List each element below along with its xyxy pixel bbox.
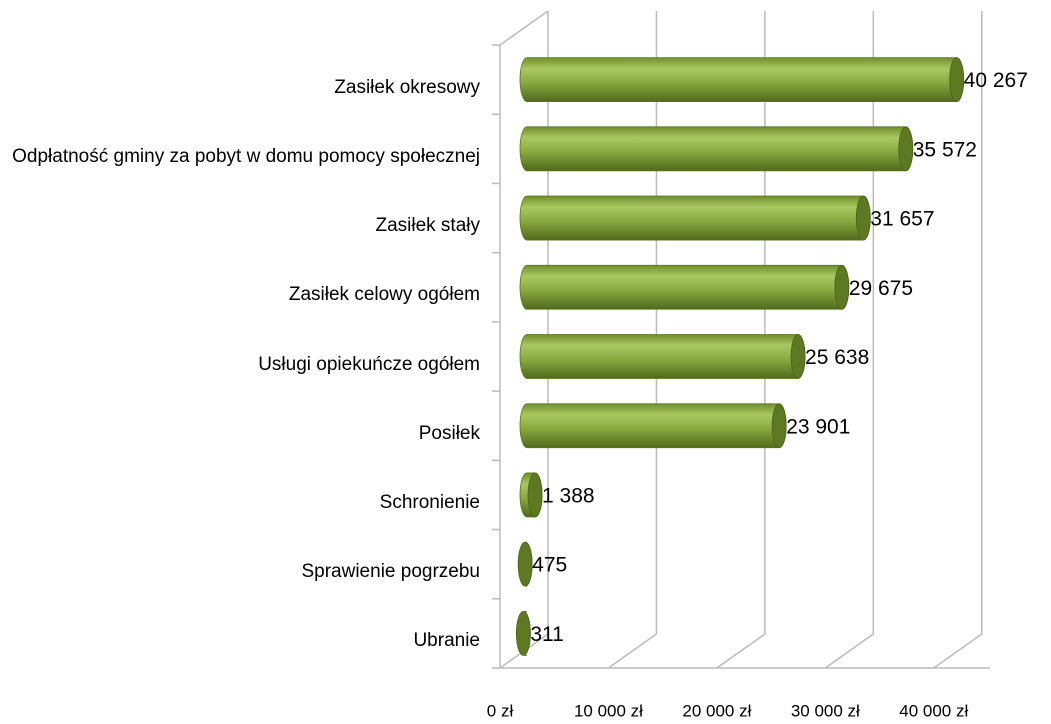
bar-cap xyxy=(771,403,787,449)
y-tick-label: Sprawienie pogrzebu xyxy=(301,561,480,583)
y-tick-label: Zasiłek stały xyxy=(375,215,480,237)
y-tick-label: Odpłatność gminy za pobyt w domu pomocy … xyxy=(12,145,480,167)
x-tick-label: 40 000 zł xyxy=(899,701,968,720)
y-tick-label: Schronienie xyxy=(379,491,480,513)
bar-cap xyxy=(898,126,914,172)
bar xyxy=(519,403,787,449)
bar-cap xyxy=(855,195,871,241)
bar xyxy=(519,195,871,241)
y-tick-label: Zasiłek celowy ogółem xyxy=(288,284,480,306)
grid-line xyxy=(824,11,875,669)
value-label: 311 xyxy=(530,623,563,646)
bar-cap xyxy=(517,541,533,587)
left-wall xyxy=(499,10,549,668)
value-label: 25 638 xyxy=(805,346,869,369)
x-tick-label: 30 000 zł xyxy=(791,701,860,720)
value-label: 23 901 xyxy=(786,415,850,438)
bar-cap xyxy=(527,472,543,518)
bar-cap xyxy=(790,334,806,379)
value-label: 475 xyxy=(532,554,567,577)
y-tick-label: Ubranie xyxy=(413,630,480,652)
bar xyxy=(519,57,965,103)
grid-line xyxy=(933,11,983,669)
bar-cap xyxy=(515,610,531,656)
bar-cap xyxy=(834,264,850,310)
value-label: 35 572 xyxy=(913,138,977,161)
y-tick-label: Posiłek xyxy=(418,422,480,444)
value-label: 40 267 xyxy=(964,69,1028,92)
y-tick-label: Usługi opiekuńcze ogółem xyxy=(258,353,480,375)
value-label: 31 657 xyxy=(870,208,934,231)
bar xyxy=(519,126,914,172)
value-label: 29 675 xyxy=(849,277,913,300)
x-tick-label: 10 000 zł xyxy=(574,701,643,720)
bar-cap xyxy=(949,57,965,103)
bar xyxy=(519,264,850,310)
x-tick-label: 20 000 zł xyxy=(682,701,751,720)
value-label: 1 388 xyxy=(542,484,595,507)
y-tick-label: Zasiłek okresowy xyxy=(334,76,480,98)
x-tick-label: 0 zł xyxy=(487,701,514,720)
bar xyxy=(519,334,806,379)
